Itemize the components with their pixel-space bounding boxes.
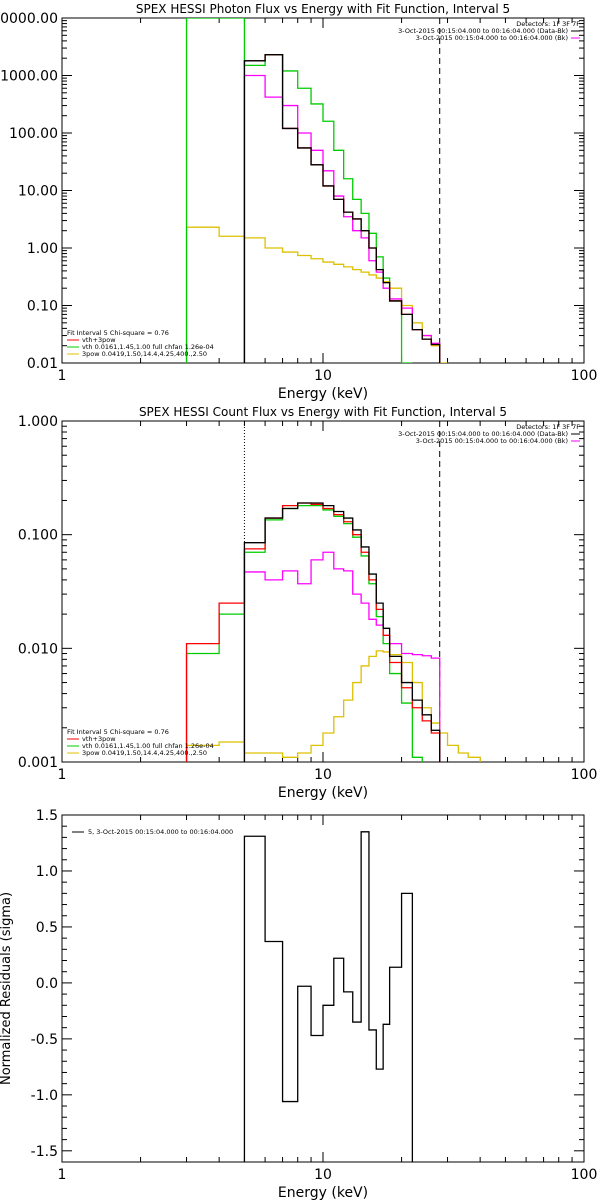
y-tick-label: 100.00	[9, 126, 58, 142]
legend-text: 3-Oct-2015 00:15:04.000 to 00:16:04.000 …	[398, 27, 568, 35]
series-bk	[243, 54, 441, 363]
x-tick-label: 1	[58, 767, 67, 783]
y-tick-label: -0.5	[31, 1032, 58, 1048]
y-tick-label: 0.5	[36, 920, 58, 936]
x-tick-label: 100	[571, 368, 598, 384]
legend-text: 3pow 0.0419,1.50,14.4,4.25,400.,2.50	[82, 749, 207, 757]
chart-title: SPEX HESSI Count Flux vs Energy with Fit…	[139, 405, 507, 419]
x-axis-label: Energy (keV)	[278, 1185, 368, 1200]
y-tick-label: 0.10	[27, 299, 58, 315]
y-tick-label: -1.5	[31, 1144, 58, 1160]
plot-frame	[61, 420, 585, 763]
legend-text: vth 0.0161,1.45,1.00 full chfan 1.26e-04	[82, 343, 214, 351]
series-data	[243, 502, 441, 762]
legend-text: Detectors: 1F 3F 7F	[516, 20, 580, 28]
legend-text: 3-Oct-2015 00:15:04.000 to 00:16:04.000 …	[416, 437, 568, 445]
y-tick-label: 0.01	[27, 356, 58, 372]
y-tick-label: -1.0	[31, 1088, 58, 1104]
y-tick-label: 0.010	[18, 641, 58, 657]
x-axis-label: Energy (keV)	[278, 386, 368, 402]
series-pow	[185, 226, 448, 363]
legend-text: Fit Interval 5 Chi-square = 0.76	[67, 728, 169, 736]
plot-frame	[61, 814, 585, 1163]
y-tick-label: 1.00	[27, 241, 58, 257]
legend-text: vth+3pow	[82, 336, 116, 344]
y-tick-label: 0.001	[18, 755, 58, 771]
legend-text: 5, 3-Oct-2015 00:15:04.000 to 00:16:04.0…	[88, 828, 233, 836]
series-vth	[185, 505, 423, 762]
x-tick-label: 100	[571, 1167, 598, 1183]
legend-text: vth+3pow	[82, 735, 116, 743]
y-tick-label: 1000.00	[0, 69, 58, 85]
x-tick-label: 10	[314, 368, 332, 384]
y-tick-label: 10.00	[18, 184, 58, 200]
series-total	[243, 74, 441, 363]
x-axis-label: Energy (keV)	[278, 785, 368, 801]
x-tick-label: 100	[571, 767, 598, 783]
series-vth	[185, 18, 413, 363]
x-tick-label: 1	[58, 1167, 67, 1183]
y-tick-label: 10000.00	[0, 11, 58, 27]
legend-text: Fit Interval 5 Chi-square = 0.76	[67, 329, 169, 337]
y-tick-label: 1.5	[36, 808, 58, 824]
plot-frame	[61, 17, 585, 364]
x-tick-label: 1	[58, 368, 67, 384]
x-tick-label: 10	[314, 1167, 332, 1183]
y-tick-label: 0.100	[18, 528, 58, 544]
series-bk	[185, 502, 441, 762]
y-tick-label: 1.000	[18, 414, 58, 430]
legend-text: 3pow 0.0419,1.50,14.4,4.25,400.,2.50	[82, 350, 207, 358]
legend-text: 3-Oct-2015 00:15:04.000 to 00:16:04.000 …	[398, 430, 568, 438]
chart-panel-1: SPEX HESSI Photon Flux vs Energy with Fi…	[0, 2, 597, 402]
x-tick-label: 10	[314, 767, 332, 783]
series-pow	[185, 650, 481, 762]
series-total	[243, 551, 441, 762]
legend-text: vth 0.0161,1.45,1.00 full chfan 1.26e-04	[82, 742, 214, 750]
series-data	[243, 831, 414, 1162]
y-tick-label: 0.0	[36, 976, 58, 992]
chart-panel-2: SPEX HESSI Count Flux vs Energy with Fit…	[18, 405, 597, 801]
y-tick-label: 1.0	[36, 864, 58, 880]
y-axis-label: Normalized Residuals (sigma)	[0, 892, 14, 1085]
series-data	[243, 54, 441, 363]
legend-text: 3-Oct-2015 00:15:04.000 to 00:16:04.000 …	[416, 34, 568, 42]
legend-text: Detectors: 1F 3F 7F	[516, 423, 580, 431]
chart-title: SPEX HESSI Photon Flux vs Energy with Fi…	[136, 2, 510, 16]
chart-panel-3: 1 10 100 Energy (keV) 1.5 1.0 0.5 0.0 -0.5 -1.0 -1…	[0, 808, 597, 1200]
